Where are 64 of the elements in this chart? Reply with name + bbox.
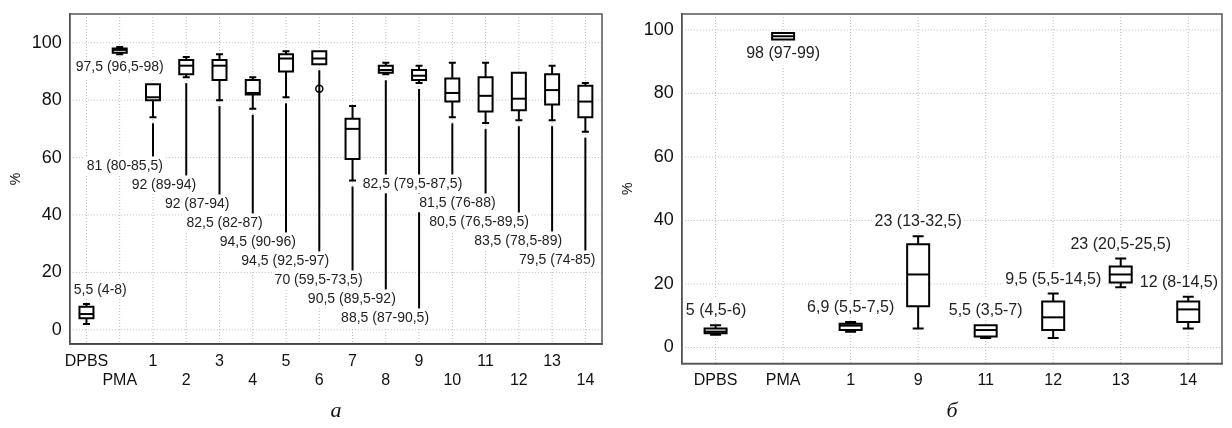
- y-tick-label: 40: [653, 209, 674, 230]
- x-tick-label: 14: [1179, 371, 1198, 389]
- annotation: 82,5 (79,5-87,5): [362, 174, 463, 191]
- x-tick-label: 12: [1044, 371, 1063, 389]
- annotation: 81 (80-85,5): [86, 156, 163, 173]
- annotation: 92 (89-94): [131, 175, 197, 192]
- y-tick-label: 80: [41, 89, 62, 110]
- x-tick-label: 1: [846, 371, 856, 389]
- x-tick-label: PMA: [765, 371, 801, 389]
- annotation: 5,5 (3,5-7): [948, 301, 1023, 319]
- x-axis-title: а: [330, 396, 342, 422]
- x-tick-label: 4: [248, 371, 258, 389]
- y-tick-label: 60: [653, 145, 674, 166]
- annotation: 80,5 (76,5-89,5): [429, 212, 529, 229]
- x-tick-label: PMA: [102, 371, 138, 389]
- x-tick-label: 7: [348, 352, 358, 370]
- y-tick-label: 100: [643, 18, 674, 39]
- annotation: 92 (87-94): [164, 194, 230, 211]
- y-tick-label: 20: [41, 261, 62, 282]
- annotation: 12 (8-14,5): [1139, 272, 1218, 290]
- x-tick-label: 5: [281, 352, 291, 370]
- annotation: 83,5 (78,5-89): [474, 231, 563, 248]
- x-axis-title: б: [946, 396, 959, 422]
- y-tick-label: 0: [51, 318, 62, 339]
- y-tick-label: 80: [653, 82, 674, 103]
- x-tick-label: 12: [509, 371, 528, 389]
- x-tick-label: 8: [381, 371, 391, 389]
- annotation: 9,5 (5,5-14,5): [1005, 269, 1102, 287]
- annotation: 5,5 (4-8): [73, 281, 127, 297]
- annotation: 90,5 (89,5-92): [307, 289, 396, 306]
- annotation: 82,5 (82-87): [186, 213, 263, 230]
- x-tick-label: 13: [543, 352, 562, 370]
- x-tick-label: 9: [913, 371, 923, 389]
- x-tick-label: DPBS: [64, 352, 109, 370]
- x-tick-label: 2: [181, 371, 191, 389]
- x-tick-label: 13: [1111, 371, 1130, 389]
- y-axis-title: %: [7, 172, 24, 186]
- x-tick-label: 11: [477, 352, 494, 370]
- x-tick-label: 3: [215, 352, 225, 370]
- annotation: 5 (4,5-6): [685, 301, 747, 319]
- x-tick-label: DPBS: [693, 371, 738, 389]
- y-tick-label: 0: [663, 336, 674, 357]
- annotation: 81,5 (76-88): [419, 193, 496, 210]
- annotation: 88,5 (87-90,5): [341, 308, 430, 325]
- annotation: 6,9 (5,5-7,5): [807, 298, 895, 316]
- annotation: 94,5 (90-96): [219, 232, 297, 249]
- annotation: 70 (59,5-73,5): [274, 270, 363, 287]
- x-tick-label: 6: [314, 371, 324, 389]
- annotation: 79,5 (74-85): [519, 250, 596, 267]
- x-tick-label: 11: [977, 371, 995, 389]
- x-tick-label: 10: [443, 371, 462, 389]
- annotation: 23 (20,5-25,5): [1070, 234, 1171, 252]
- y-tick-label: 20: [653, 272, 674, 293]
- x-tick-label: 14: [576, 371, 595, 389]
- annotation: 23 (13-32,5): [874, 212, 962, 230]
- y-tick-label: 100: [31, 31, 62, 52]
- annotation: 97,5 (96,5-98): [75, 58, 164, 75]
- y-tick-label: 60: [41, 146, 62, 167]
- annotation: 98 (97-99): [746, 43, 821, 61]
- x-tick-label: 1: [148, 352, 158, 370]
- annotation: 94,5 (92,5-97): [241, 251, 330, 268]
- y-axis-title: %: [619, 182, 636, 195]
- y-tick-label: 40: [41, 203, 62, 224]
- x-tick-label: 9: [414, 352, 424, 370]
